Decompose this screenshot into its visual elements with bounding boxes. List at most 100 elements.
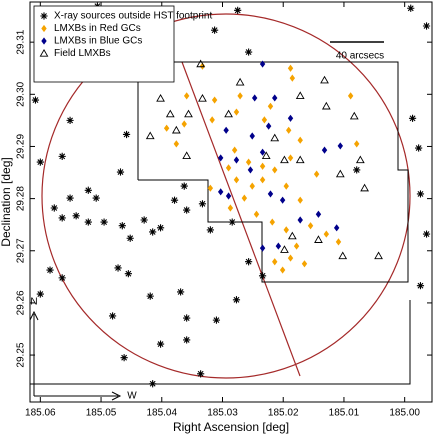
data-point [285, 126, 292, 134]
data-point [261, 116, 268, 124]
y-tick-label: 29.29 [16, 134, 27, 159]
data-point [171, 125, 181, 134]
data-point [206, 226, 214, 234]
data-point [207, 184, 214, 192]
data-point [140, 216, 148, 224]
data-point [145, 131, 155, 140]
data-point [31, 96, 40, 104]
data-point [156, 93, 165, 102]
data-point [422, 22, 431, 30]
legend-label: LMXBs in Red GCs [54, 23, 141, 34]
scale-bar-label: 40 arcsecs [336, 51, 384, 62]
data-point [283, 182, 289, 190]
data-point [353, 166, 361, 174]
data-point [116, 168, 125, 176]
data-point [232, 296, 241, 304]
data-point [156, 340, 165, 348]
data-point [46, 266, 54, 274]
data-point [408, 114, 417, 122]
x-tick-label: 185.00 [389, 408, 420, 419]
data-point [225, 164, 232, 172]
data-point [223, 126, 229, 134]
data-point [181, 120, 187, 128]
data-point [233, 108, 240, 116]
data-point [211, 26, 219, 34]
data-point [360, 183, 369, 192]
d25-ellipse [41, 13, 411, 379]
data-point [280, 245, 289, 253]
data-point [92, 194, 100, 202]
data-point [170, 196, 179, 204]
data-point [265, 122, 272, 130]
data-point [269, 218, 275, 226]
data-point [267, 190, 274, 198]
data-point [149, 228, 157, 236]
data-point [196, 59, 206, 68]
data-point [66, 194, 74, 202]
y-axis-title: Declination [deg] [0, 157, 13, 246]
major-axis-line [181, 61, 301, 377]
data-point [120, 354, 128, 362]
data-point [314, 235, 323, 243]
data-point [50, 204, 58, 212]
data-point [287, 64, 294, 72]
data-point [114, 264, 122, 272]
legend-marker [41, 24, 47, 33]
data-point [211, 96, 218, 104]
data-point [293, 242, 300, 250]
data-point [231, 146, 238, 154]
data-point [272, 166, 278, 174]
data-point [122, 130, 131, 139]
x-tick-label: 185.02 [268, 408, 299, 419]
data-point [270, 133, 280, 142]
x-tick-label: 185.03 [207, 408, 238, 419]
data-point [245, 158, 252, 166]
data-point [245, 48, 253, 56]
legend-label: LMXBs in Blue GCs [54, 36, 142, 47]
data-point [163, 124, 170, 132]
data-point [415, 144, 423, 152]
data-point [224, 109, 233, 118]
y-tick-label: 29.27 [16, 238, 27, 263]
data-point [146, 292, 154, 300]
data-point [272, 258, 278, 266]
chandra-edge [30, 300, 411, 385]
data-point [261, 151, 271, 159]
x-axis-title: Right Ascension [deg] [173, 420, 289, 434]
north-arrow-head [29, 310, 39, 321]
north-label: N [30, 297, 37, 308]
data-point [209, 116, 215, 124]
data-point [233, 156, 240, 164]
data-point [320, 75, 329, 84]
data-point [416, 282, 425, 290]
data-point [118, 222, 126, 230]
data-point [241, 194, 248, 202]
data-point [347, 92, 354, 100]
west-arrow-head [111, 391, 122, 401]
data-point [58, 274, 66, 282]
y-tick-label: 29.28 [16, 186, 27, 211]
data-point [259, 176, 266, 184]
data-point [58, 214, 66, 222]
data-point [259, 162, 266, 170]
x-tick-label: 185.05 [86, 408, 117, 419]
data-point [126, 234, 134, 242]
data-point [234, 6, 242, 14]
data-point [249, 132, 255, 140]
data-point [333, 224, 340, 232]
data-point [297, 216, 303, 224]
data-point [295, 155, 305, 164]
data-point [198, 93, 207, 102]
data-point [422, 230, 431, 238]
data-point [124, 270, 132, 278]
data-point [295, 91, 305, 100]
data-point [180, 182, 188, 190]
data-point [259, 60, 266, 68]
data-point [407, 4, 415, 12]
data-point [251, 94, 258, 102]
data-point [156, 224, 165, 232]
data-point [280, 155, 289, 164]
data-point [217, 188, 224, 196]
y-tick-label: 29.30 [16, 81, 27, 106]
